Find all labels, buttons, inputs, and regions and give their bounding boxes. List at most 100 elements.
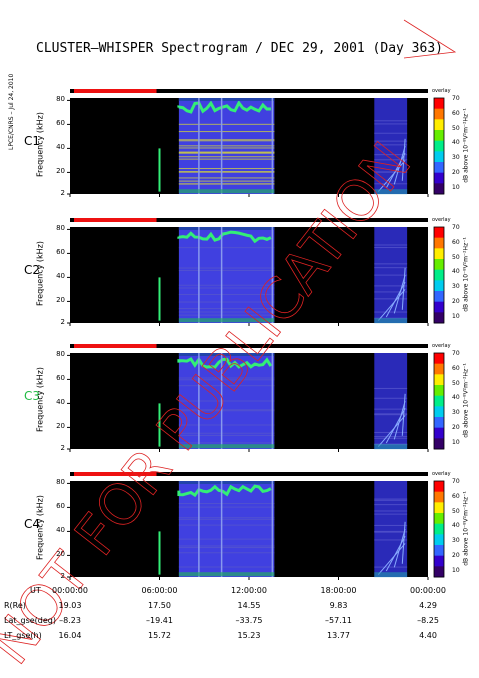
noise-stripe — [178, 158, 275, 160]
colorbar-tick-label: 10 — [452, 566, 460, 574]
orbit-cell: –19.41 — [146, 616, 173, 625]
active-band — [374, 353, 408, 449]
colorbar-tick-label: 50 — [452, 124, 460, 132]
noise-stripe — [178, 311, 275, 313]
noise-stripe — [178, 517, 275, 519]
noise-stripe — [374, 539, 408, 541]
noise-stripe — [178, 506, 275, 508]
colorbar-segment — [434, 417, 444, 429]
noise-stripe — [374, 437, 408, 439]
colorbar-tick-label: 10 — [452, 183, 460, 191]
y-tick-label: 2 — [60, 189, 65, 197]
noise-stripe — [374, 408, 408, 410]
noise-stripe — [178, 147, 275, 149]
noise-stripe — [178, 545, 275, 547]
noise-stripe — [374, 531, 408, 533]
status-bar-red — [74, 344, 157, 348]
colorbar-segment — [434, 130, 444, 142]
colorbar-label: dB above 10⁻⁸V²m⁻²Hz⁻¹ — [462, 108, 470, 183]
colorbar-tick-label: 20 — [452, 297, 460, 305]
colorbar-tick-label: 40 — [452, 522, 460, 530]
band-top-edge — [178, 353, 275, 356]
low-freq-strip — [374, 572, 408, 578]
colorbar-tick-label: 60 — [452, 109, 460, 117]
colorbar-segment — [434, 353, 444, 365]
y-tick-label: 2 — [60, 444, 65, 452]
orbit-cell: 00:00:00 — [410, 586, 446, 595]
noise-stripe — [374, 317, 408, 319]
active-band — [374, 98, 408, 194]
status-bar — [70, 472, 428, 476]
colorbar-frame — [433, 97, 445, 195]
orbit-cell: –57.11 — [325, 616, 352, 625]
colorbar-tick-label: 70 — [452, 478, 460, 485]
colorbar-tick-label: 60 — [452, 238, 460, 246]
noise-stripe — [178, 270, 275, 272]
noise-stripe — [374, 443, 408, 445]
band-top-edge — [178, 227, 275, 230]
orbit-cell: –8.23 — [59, 616, 81, 625]
chorus-line — [377, 160, 406, 192]
noise-stripe — [374, 267, 408, 269]
noise-stripe — [178, 152, 275, 154]
chorus-line — [393, 400, 406, 440]
orbit-cell: 4.40 — [419, 631, 437, 640]
noise-stripe — [374, 123, 408, 125]
colorbar-segment — [434, 291, 444, 303]
band-top-edge — [178, 98, 275, 101]
noise-stripe — [178, 547, 275, 549]
colorbar-segment — [434, 140, 444, 152]
noise-stripe — [178, 267, 275, 269]
noise-stripe — [374, 144, 408, 146]
noise-stripe — [374, 530, 408, 532]
colorbar-segment — [434, 259, 444, 271]
chorus-line — [393, 145, 406, 185]
colorbar-frame — [433, 226, 445, 324]
colorbar-tick-label: 30 — [452, 154, 460, 162]
colorbar-segment — [434, 385, 444, 397]
chorus-line — [377, 415, 406, 447]
noise-stripe — [178, 156, 275, 158]
panel-label: C1 — [24, 134, 41, 148]
colorbar-tick-label: 70 — [452, 224, 460, 231]
orbit-cell: 13.77 — [327, 631, 350, 640]
colorbar-segment — [434, 555, 444, 567]
colorbar-tick-label: 50 — [452, 507, 460, 515]
colorbar-tick-label: 50 — [452, 253, 460, 261]
colorbar-segment — [434, 438, 444, 450]
active-band — [374, 481, 408, 577]
orbit-cell: 06:00:00 — [141, 586, 178, 595]
colorbar-segment — [434, 172, 444, 184]
noise-stripe — [374, 413, 408, 415]
noise-stripe — [178, 314, 275, 316]
noise-stripe — [178, 247, 275, 249]
orbit-cell: 9.83 — [329, 601, 348, 610]
noise-stripe — [178, 552, 275, 554]
noise-stripe — [178, 294, 275, 296]
y-tick-label: 80 — [56, 95, 65, 104]
colorbar-segment — [434, 98, 444, 110]
low-freq-strip — [374, 444, 408, 450]
noise-stripe — [374, 397, 408, 399]
chorus-line — [393, 274, 406, 314]
noise-stripe — [178, 287, 275, 289]
y-tick-label: 80 — [56, 478, 65, 487]
low-freq-strip — [178, 572, 275, 577]
noise-stripe — [178, 424, 275, 426]
chorus-line — [401, 393, 406, 436]
noise-stripe — [178, 377, 275, 379]
colorbar-segment — [434, 248, 444, 260]
chorus-line — [401, 138, 406, 181]
colorbar-tick-label: 20 — [452, 551, 460, 559]
chorus-line — [385, 407, 406, 444]
panel-label: C4 — [24, 517, 41, 531]
y-tick-label: 40 — [56, 143, 65, 152]
noise-stripe — [374, 504, 408, 506]
chorus-line — [393, 528, 406, 568]
y-tick-label: 80 — [56, 350, 65, 359]
colorbar-segment — [434, 395, 444, 407]
colorbar-segment — [434, 312, 444, 324]
colorbar-frame — [433, 480, 445, 578]
status-bar-red — [74, 218, 157, 222]
colorbar-corner-label: overlay — [432, 343, 451, 349]
